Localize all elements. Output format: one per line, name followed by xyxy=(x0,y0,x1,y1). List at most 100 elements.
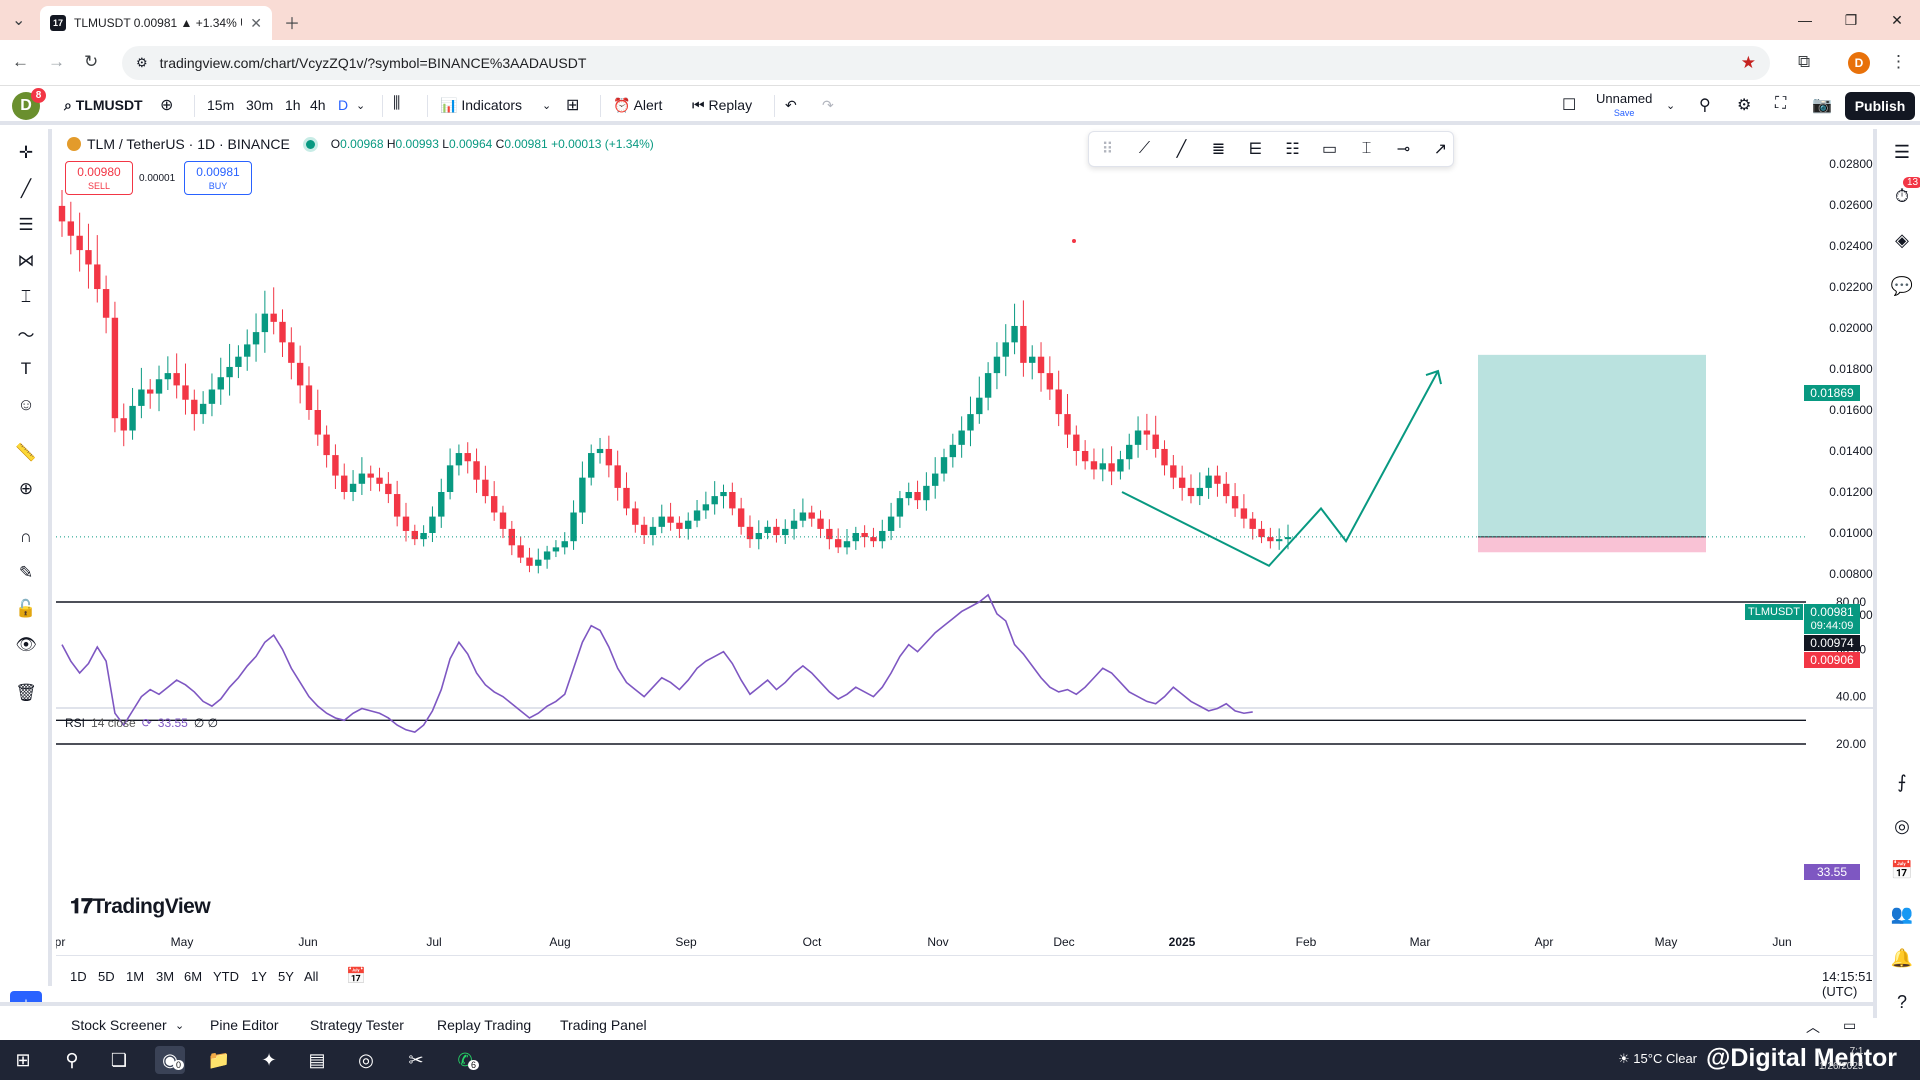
restore-icon[interactable]: ❐ xyxy=(1844,11,1858,28)
help-icon[interactable]: ? xyxy=(1896,991,1907,1012)
target-icon[interactable]: ◎ xyxy=(1894,815,1910,836)
horizontal-ray-icon[interactable]: ⊸ xyxy=(1396,141,1411,158)
settings-gear-icon[interactable]: ⚙ xyxy=(1737,97,1752,114)
profile-avatar[interactable]: D xyxy=(1848,52,1870,74)
text-tool-icon[interactable]: T xyxy=(20,359,32,378)
goto-date-icon[interactable]: 📅 xyxy=(346,968,366,985)
file-explorer-icon[interactable]: 📁 xyxy=(207,1049,231,1070)
symbol-search-button[interactable]: ⌕ TLMUSDT xyxy=(64,97,143,113)
compare-symbol-icon[interactable]: ⊕ xyxy=(160,97,174,114)
range-3m[interactable]: 3M xyxy=(156,969,175,984)
browser-tab[interactable]: 17 TLMUSDT 0.00981 ▲ +1.34% U ✕ xyxy=(40,6,272,40)
chrome-taskbar-icon[interactable]: ◉ 0 xyxy=(155,1046,185,1074)
rectangle-icon[interactable]: ▭ xyxy=(1321,141,1338,158)
price-chart-svg[interactable]: 0.02800 0.02600 0.02400 0.02200 0.02000 0.018… xyxy=(56,129,1873,955)
collapse-panel-icon[interactable]: ︿ xyxy=(1806,1019,1820,1035)
range-1d[interactable]: 1D xyxy=(70,969,87,984)
rsi-legend[interactable]: RSI 14 close ⟳ 33.55 ∅ ∅ xyxy=(65,716,218,730)
fib-retracement-icon[interactable]: ☷ xyxy=(1285,141,1300,158)
buy-button[interactable]: 0.00981 BUY xyxy=(184,161,252,195)
interval-d[interactable]: D xyxy=(338,97,349,113)
ruler-icon[interactable]: 📏 xyxy=(15,443,37,462)
publish-button[interactable]: Publish xyxy=(1845,92,1915,120)
interval-1h[interactable]: 1h xyxy=(285,97,301,113)
path-icon[interactable]: ↗ xyxy=(1433,141,1448,158)
templates-grid-icon[interactable]: ⊞ xyxy=(566,97,580,114)
browser-menu-icon[interactable]: ⋮ xyxy=(1890,52,1907,71)
emoji-tool-icon[interactable]: ☺ xyxy=(17,395,35,414)
taskbar-search-icon[interactable]: ⚲ xyxy=(65,1049,79,1070)
range-6m[interactable]: 6M xyxy=(184,969,203,984)
user-avatar[interactable]: D 8 xyxy=(12,88,46,120)
redo-icon[interactable]: ↷ xyxy=(822,97,834,113)
quick-search-icon[interactable]: ⚲ xyxy=(1699,97,1711,114)
forward-icon[interactable]: → xyxy=(48,52,65,71)
zoom-in-icon[interactable]: ⊕ xyxy=(18,479,34,498)
fullscreen-icon[interactable]: ⛶ xyxy=(1775,95,1787,112)
tab-stock-screener[interactable]: Stock Screener xyxy=(71,1017,167,1033)
interval-4h[interactable]: 4h xyxy=(310,97,326,113)
fib-tool-icon[interactable]: ☰ xyxy=(18,215,34,234)
undo-icon[interactable]: ↶ xyxy=(785,97,797,113)
crosshair-icon[interactable]: ✛ xyxy=(18,143,34,162)
screener-dropdown-icon[interactable]: ⌄ xyxy=(175,1020,185,1032)
pine-icon[interactable]: ⨍ xyxy=(1897,771,1907,792)
whatsapp-icon[interactable]: ✆ 6 xyxy=(450,1046,480,1074)
drag-handle-icon[interactable]: ⠿ xyxy=(1101,141,1114,158)
indicators-button[interactable]: 📊 Indicators xyxy=(440,97,523,113)
windows-start-icon[interactable]: ⊞ xyxy=(15,1049,31,1070)
url-field[interactable]: ⚙ tradingview.com/chart/VcyzZQ1v/?symbol… xyxy=(122,46,1770,80)
brush-tool-icon[interactable]: 〜 xyxy=(17,325,35,345)
bookmark-star-icon[interactable]: ★ xyxy=(1740,53,1756,72)
app-icon[interactable]: ✦ xyxy=(261,1049,277,1070)
trendline-icon[interactable]: ⟋ xyxy=(1138,140,1151,157)
extensions-icon[interactable]: ⧉ xyxy=(1798,52,1811,71)
close-window-icon[interactable]: ✕ xyxy=(1891,11,1903,28)
forecast-tool-icon[interactable]: ⌶ xyxy=(20,287,32,306)
reload-icon[interactable]: ↻ xyxy=(84,52,99,71)
layout-dropdown-icon[interactable]: ⌄ xyxy=(1666,100,1676,112)
weather-widget[interactable]: ☀ 15°C Clear xyxy=(1618,1051,1698,1066)
task-view-icon[interactable]: ❏ xyxy=(110,1049,128,1070)
maximize-panel-icon[interactable]: ▭ xyxy=(1843,1017,1857,1033)
symbol-legend[interactable]: TLM / TetherUS · 1D · BINANCE O0.00968 H… xyxy=(67,136,654,152)
stay-in-drawing-icon[interactable]: ✎ xyxy=(18,563,34,582)
layers-icon[interactable]: ◈ xyxy=(1895,229,1909,250)
snapshot-camera-icon[interactable]: 📷 xyxy=(1812,97,1832,114)
new-tab-icon[interactable]: ＋ xyxy=(284,16,301,33)
ray-icon[interactable]: ╱ xyxy=(1176,141,1187,158)
lock-icon[interactable]: 🔓 xyxy=(15,599,37,618)
tab-pine-editor[interactable]: Pine Editor xyxy=(210,1017,279,1033)
magnet-icon[interactable]: ∩ xyxy=(19,527,33,546)
range-1y[interactable]: 1Y xyxy=(251,969,267,984)
back-icon[interactable]: ← xyxy=(12,52,29,71)
tab-strategy-tester[interactable]: Strategy Tester xyxy=(310,1017,404,1033)
minimize-icon[interactable]: — xyxy=(1798,12,1812,28)
long-position-icon[interactable]: ⌶ xyxy=(1361,140,1372,157)
range-5d[interactable]: 5D xyxy=(98,969,115,984)
replay-button[interactable]: ⏮ Replay xyxy=(692,97,753,113)
close-tab-icon[interactable]: ✕ xyxy=(250,14,262,31)
chat-icon[interactable]: 💬 xyxy=(1890,275,1914,296)
system-clock[interactable]: 7:1 1/26/2025 xyxy=(1819,1044,1864,1074)
site-info-icon[interactable]: ⚙ xyxy=(136,55,148,70)
trash-icon[interactable]: 🗑 xyxy=(15,683,37,702)
calendar-icon[interactable]: 📅 xyxy=(1890,859,1914,880)
alerts-clock-icon[interactable]: ⏱ 13 xyxy=(1889,177,1920,209)
tab-trading-panel[interactable]: Trading Panel xyxy=(560,1017,647,1033)
range-ytd[interactable]: YTD xyxy=(213,969,239,984)
hide-drawings-icon[interactable]: 👁 xyxy=(15,635,37,654)
tab-replay-trading[interactable]: Replay Trading xyxy=(437,1017,532,1033)
utc-clock[interactable]: 14:15:51 (UTC) xyxy=(1822,969,1873,999)
notifications-bell-icon[interactable]: 🔔 xyxy=(1890,947,1914,968)
range-all[interactable]: All xyxy=(304,969,319,984)
alert-button[interactable]: ⏰ Alert xyxy=(613,97,663,113)
pitchfork-icon[interactable]: ⋿ xyxy=(1248,141,1263,158)
capcut-icon[interactable]: ✂ xyxy=(408,1049,424,1070)
indicators-dropdown-icon[interactable]: ⌄ xyxy=(542,100,552,112)
candles-chart-type-icon[interactable]: ⫼ xyxy=(393,95,401,112)
layout-name-button[interactable]: Unnamed Save xyxy=(1596,92,1652,120)
range-5y[interactable]: 5Y xyxy=(278,969,294,984)
interval-30m[interactable]: 30m xyxy=(246,97,274,113)
watchlist-icon[interactable]: ☰ xyxy=(1893,141,1911,162)
